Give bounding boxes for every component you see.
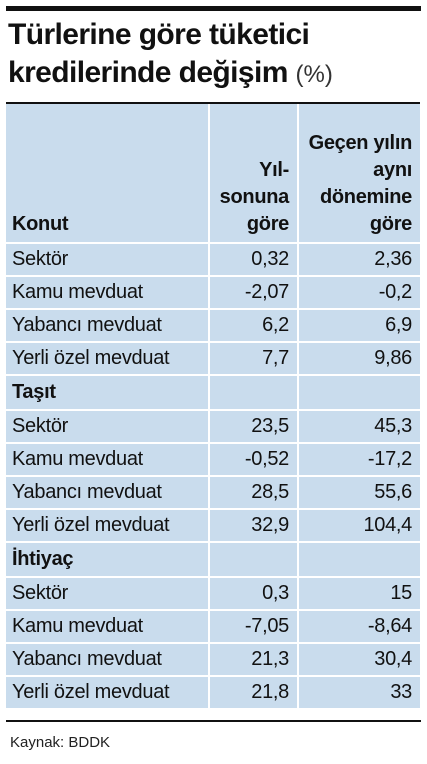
- title-unit: (%): [295, 61, 333, 88]
- value-year-to-date: 28,5: [209, 476, 299, 510]
- header-year-over-year: Geçen yılın aynı dönemine göre: [298, 104, 420, 244]
- value-year-to-date: 32,9: [209, 509, 299, 543]
- value-year-to-date: 7,7: [209, 342, 299, 376]
- value-year-over-year: 6,9: [298, 309, 420, 343]
- title-line-2-text: kredilerinde değişim: [8, 56, 288, 89]
- row-label: Yerli özel mevduat: [6, 342, 210, 376]
- row-label: Yabancı mevduat: [6, 309, 210, 343]
- value-year-over-year: -8,64: [298, 610, 420, 644]
- section-label: İhtiyaç: [6, 542, 210, 578]
- row-label: Yerli özel mevduat: [6, 509, 210, 543]
- value-year-to-date: 0,32: [209, 243, 299, 277]
- value-year-over-year: -0,2: [298, 276, 420, 310]
- table-row: Kamu mevduat -0,52 -17,2: [6, 443, 420, 477]
- value-year-over-year: 104,4: [298, 509, 420, 543]
- header-year-to-date: Yıl-sonuna göre: [209, 104, 299, 244]
- value-year-over-year: 45,3: [298, 410, 420, 444]
- table-row: Sektör 0,3 15: [6, 577, 420, 611]
- section-empty-cell: [298, 542, 420, 578]
- value-year-to-date: 21,3: [209, 643, 299, 677]
- table-row: Yabancı mevduat 28,5 55,6: [6, 476, 420, 510]
- row-label: Kamu mevduat: [6, 610, 210, 644]
- table-body: Sektör 0,32 2,36 Kamu mevduat -2,07 -0,2 Yaban…: [6, 243, 420, 710]
- value-year-over-year: 55,6: [298, 476, 420, 510]
- row-label: Kamu mevduat: [6, 443, 210, 477]
- section-label: Taşıt: [6, 375, 210, 411]
- table-row: Kamu mevduat -7,05 -8,64: [6, 610, 420, 644]
- row-label: Yerli özel mevduat: [6, 676, 210, 710]
- table-row: Yabancı mevduat 6,2 6,9: [6, 309, 420, 343]
- value-year-to-date: 23,5: [209, 410, 299, 444]
- value-year-over-year: -17,2: [298, 443, 420, 477]
- value-year-over-year: 15: [298, 577, 420, 611]
- credit-change-table: Konut Yıl-sonuna göre Geçen yılın aynı d…: [6, 102, 420, 710]
- section-empty-cell: [209, 375, 299, 411]
- title-line-2: kredilerinde değişim (%): [8, 54, 423, 94]
- value-year-over-year: 30,4: [298, 643, 420, 677]
- source-note: Kaynak: BDDK: [10, 734, 111, 751]
- table-row: Sektör 23,5 45,3: [6, 410, 420, 444]
- table-header-row: Konut Yıl-sonuna göre Geçen yılın aynı d…: [6, 104, 420, 244]
- value-year-to-date: 21,8: [209, 676, 299, 710]
- top-rule: [6, 6, 421, 11]
- row-label: Yabancı mevduat: [6, 643, 210, 677]
- section-row: Taşıt: [6, 375, 420, 411]
- row-label: Kamu mevduat: [6, 276, 210, 310]
- table-row: Yerli özel mevduat 32,9 104,4: [6, 509, 420, 543]
- value-year-to-date: 6,2: [209, 309, 299, 343]
- table-row: Yabancı mevduat 21,3 30,4: [6, 643, 420, 677]
- table-row: Kamu mevduat -2,07 -0,2: [6, 276, 420, 310]
- table-row: Yerli özel mevduat 21,8 33: [6, 676, 420, 710]
- value-year-to-date: -7,05: [209, 610, 299, 644]
- section-empty-cell: [209, 542, 299, 578]
- page-title: Türlerine göre tüketici kredilerinde değ…: [8, 16, 423, 94]
- value-year-to-date: -2,07: [209, 276, 299, 310]
- title-line-1: Türlerine göre tüketici: [8, 18, 310, 51]
- row-label: Sektör: [6, 243, 210, 277]
- row-label: Yabancı mevduat: [6, 476, 210, 510]
- value-year-over-year: 2,36: [298, 243, 420, 277]
- value-year-over-year: 9,86: [298, 342, 420, 376]
- section-empty-cell: [298, 375, 420, 411]
- value-year-to-date: 0,3: [209, 577, 299, 611]
- section-row: İhtiyaç: [6, 542, 420, 578]
- row-label: Sektör: [6, 577, 210, 611]
- value-year-over-year: 33: [298, 676, 420, 710]
- row-label: Sektör: [6, 410, 210, 444]
- value-year-to-date: -0,52: [209, 443, 299, 477]
- table-row: Sektör 0,32 2,36: [6, 243, 420, 277]
- header-konut: Konut: [6, 104, 210, 244]
- table-row: Yerli özel mevduat 7,7 9,86: [6, 342, 420, 376]
- bottom-rule: [6, 720, 421, 722]
